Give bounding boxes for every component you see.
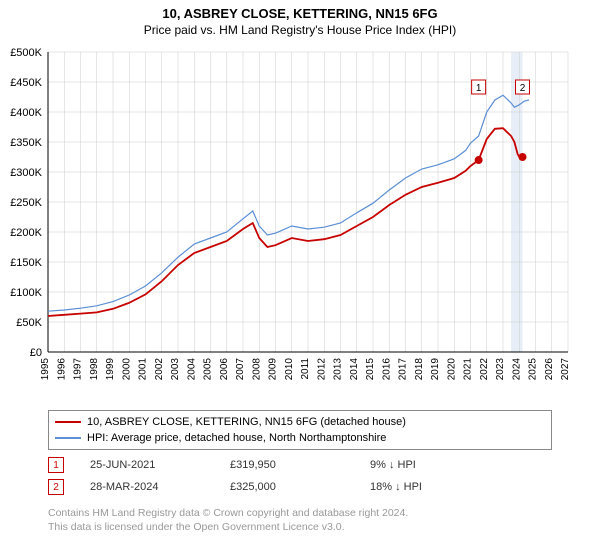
sale-row: 1 25-JUN-2021 £319,950 9% ↓ HPI [48,454,552,476]
svg-text:2010: 2010 [284,358,295,381]
svg-text:£300K: £300K [10,167,42,179]
svg-text:2017: 2017 [398,358,409,381]
svg-text:£50K: £50K [16,317,42,329]
legend-item: 10, ASBREY CLOSE, KETTERING, NN15 6FG (d… [55,414,545,430]
svg-text:£200K: £200K [10,227,42,239]
svg-text:2003: 2003 [170,358,181,381]
svg-text:2025: 2025 [528,358,539,381]
svg-text:2014: 2014 [349,358,360,381]
svg-text:2023: 2023 [495,358,506,381]
legend-label: 10, ASBREY CLOSE, KETTERING, NN15 6FG (d… [87,416,406,428]
legend-swatch [55,437,81,439]
sales-table: 1 25-JUN-2021 £319,950 9% ↓ HPI 2 28-MAR… [48,454,552,498]
svg-text:2018: 2018 [414,358,425,381]
svg-text:2012: 2012 [316,358,327,381]
sale-price: £325,000 [230,481,370,493]
chart-title: 10, ASBREY CLOSE, KETTERING, NN15 6FG [0,0,600,21]
svg-text:2006: 2006 [219,358,230,381]
svg-text:1997: 1997 [73,358,84,381]
svg-text:£450K: £450K [10,77,42,89]
sale-row: 2 28-MAR-2024 £325,000 18% ↓ HPI [48,476,552,498]
svg-text:£150K: £150K [10,257,42,269]
footer-text: Contains HM Land Registry data © Crown c… [48,506,408,534]
svg-text:2009: 2009 [268,358,279,381]
legend-box: 10, ASBREY CLOSE, KETTERING, NN15 6FG (d… [48,410,552,450]
svg-text:2021: 2021 [463,358,474,381]
svg-text:2001: 2001 [138,358,149,381]
sale-marker-icon: 1 [48,457,64,473]
svg-text:2: 2 [520,83,526,94]
svg-text:£500K: £500K [10,47,42,59]
svg-text:2013: 2013 [333,358,344,381]
sale-date: 28-MAR-2024 [90,481,230,493]
svg-text:£100K: £100K [10,287,42,299]
sale-diff: 9% ↓ HPI [370,459,510,471]
svg-text:£250K: £250K [10,197,42,209]
svg-text:2005: 2005 [203,358,214,381]
sale-date: 25-JUN-2021 [90,459,230,471]
svg-text:2007: 2007 [235,358,246,381]
chart-subtitle: Price paid vs. HM Land Registry's House … [0,21,600,37]
svg-text:1: 1 [476,83,482,94]
svg-text:2022: 2022 [479,358,490,381]
svg-text:2008: 2008 [251,358,262,381]
svg-text:2011: 2011 [300,358,311,380]
sale-marker-icon: 2 [48,479,64,495]
svg-text:2015: 2015 [365,358,376,381]
svg-text:£400K: £400K [10,107,42,119]
svg-text:£350K: £350K [10,137,42,149]
svg-text:2000: 2000 [121,358,132,381]
svg-text:1996: 1996 [56,358,67,381]
legend-item: HPI: Average price, detached house, Nort… [55,430,545,446]
svg-text:2024: 2024 [511,358,522,381]
sale-price: £319,950 [230,459,370,471]
svg-text:2020: 2020 [446,358,457,381]
legend-label: HPI: Average price, detached house, Nort… [87,432,386,444]
svg-text:1998: 1998 [89,358,100,381]
svg-text:2019: 2019 [430,358,441,381]
sale-diff: 18% ↓ HPI [370,481,510,493]
svg-text:2027: 2027 [560,358,571,381]
legend-swatch [55,421,81,423]
svg-text:2004: 2004 [186,358,197,381]
svg-text:1995: 1995 [40,358,51,381]
svg-text:2016: 2016 [381,358,392,381]
svg-text:1999: 1999 [105,358,116,381]
svg-text:2026: 2026 [544,358,555,381]
svg-text:£0: £0 [30,347,42,359]
svg-text:2002: 2002 [154,358,165,381]
chart-area: £0 £50K £100K £150K £200K £250K £300K £350K £400… [0,42,600,402]
